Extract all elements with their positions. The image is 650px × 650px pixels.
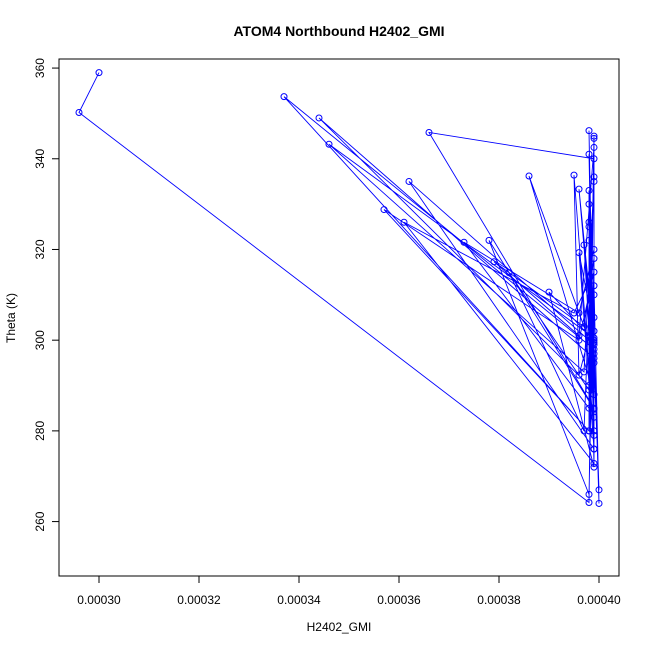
y-tick-label: 320 [33,239,47,259]
data-point [590,177,598,185]
data-point [590,350,598,358]
data-point [570,309,578,317]
data-point [595,499,603,507]
data-point [585,150,593,158]
data-point [595,486,603,494]
x-axis: 0.00030 0.00032 0.00034 0.00036 0.00038 0.000… [77,575,621,607]
data-point [590,155,598,163]
data-point [590,245,598,253]
data-point [590,134,598,142]
data-point [405,177,413,185]
data-point [95,69,103,77]
x-tick-label: 0.00030 [77,593,121,607]
data-point [590,445,598,453]
data-point [280,93,288,101]
x-axis-label: H2402_GMI [307,620,372,634]
chart-title: ATOM4 Northbound H2402_GMI [233,23,444,39]
data-point [590,143,598,151]
data-point [570,171,578,179]
data-point [590,173,598,181]
data-point [525,172,533,180]
data-point [590,314,598,321]
y-axis-label: Theta (K) [4,293,18,343]
y-tick-label: 260 [33,511,47,531]
data-point [580,241,588,249]
data-point [590,255,598,263]
x-tick-label: 0.00032 [177,593,221,607]
plot-frame [58,58,620,577]
data-point [590,354,598,362]
data-point [590,345,598,353]
data-point [580,368,588,376]
x-tick-label: 0.00036 [377,593,421,607]
y-axis: 260 280 300 320 340 360 [33,58,60,532]
y-tick-label: 360 [33,58,47,78]
data-point [590,268,598,276]
data-point [585,386,593,394]
data-point [460,238,468,246]
data-point [585,187,593,195]
y-tick-label: 280 [33,421,47,441]
data-point [380,206,388,214]
data-point [580,323,588,331]
data-point [590,427,598,435]
x-tick-label: 0.00040 [577,593,621,607]
data-point [585,332,593,340]
x-tick-label: 0.00034 [277,593,321,607]
data-point [590,338,598,346]
data-point [575,185,583,193]
data-point [590,327,598,335]
series-line [78,72,600,504]
data-point [585,127,593,135]
data-point [575,336,583,344]
data-point [575,371,583,379]
series-layer [75,69,603,507]
data-point [505,269,513,277]
data-point [585,218,593,226]
data-point [590,431,598,439]
data-point [585,236,593,244]
data-point [485,236,493,244]
data-point [575,249,583,257]
data-point [545,288,553,296]
data-point [590,405,598,413]
data-point [585,404,593,412]
data-point [590,413,598,421]
data-point [590,463,598,471]
data-point [590,341,598,349]
data-point [590,359,598,367]
data-point [75,109,83,117]
data-point [585,382,593,390]
data-point [590,282,598,290]
data-point [425,128,433,136]
data-point [590,132,598,140]
data-point [580,427,588,435]
data-point [585,427,593,435]
y-tick-label: 340 [33,148,47,168]
data-point [585,490,593,498]
data-point [590,291,598,299]
x-tick-label: 0.00038 [477,593,521,607]
y-tick-label: 300 [33,330,47,350]
data-point [590,460,598,468]
data-point [575,309,583,317]
data-point [575,332,583,340]
data-point [585,499,593,507]
data-point [585,223,593,231]
data-point [585,200,593,208]
data-point [315,114,323,122]
data-point [490,258,498,266]
data-point [590,336,598,344]
data-point [325,140,333,148]
data-point [590,391,598,399]
data-point [400,218,408,226]
